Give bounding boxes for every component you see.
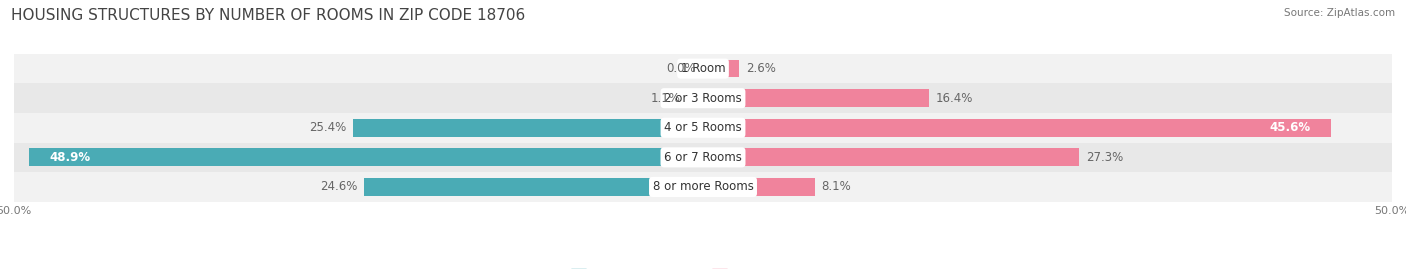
Bar — [30, 148, 703, 166]
Bar — [703, 89, 929, 107]
Text: 16.4%: 16.4% — [936, 92, 973, 105]
Text: 45.6%: 45.6% — [1270, 121, 1310, 134]
Legend: Owner-occupied, Renter-occupied: Owner-occupied, Renter-occupied — [565, 264, 841, 269]
Text: 25.4%: 25.4% — [309, 121, 346, 134]
Text: Source: ZipAtlas.com: Source: ZipAtlas.com — [1284, 8, 1395, 18]
Bar — [14, 113, 1392, 143]
Text: 0.0%: 0.0% — [666, 62, 696, 75]
Bar — [703, 60, 738, 77]
Bar — [364, 178, 703, 196]
Bar — [688, 89, 703, 107]
Bar — [14, 143, 1392, 172]
Bar — [14, 172, 1392, 202]
Text: 48.9%: 48.9% — [49, 151, 91, 164]
Bar — [14, 83, 1392, 113]
Text: 6 or 7 Rooms: 6 or 7 Rooms — [664, 151, 742, 164]
Text: 2 or 3 Rooms: 2 or 3 Rooms — [664, 92, 742, 105]
Text: 4 or 5 Rooms: 4 or 5 Rooms — [664, 121, 742, 134]
Text: 1.1%: 1.1% — [651, 92, 681, 105]
Text: 24.6%: 24.6% — [319, 180, 357, 193]
Text: 1 Room: 1 Room — [681, 62, 725, 75]
Bar — [353, 119, 703, 137]
Text: 2.6%: 2.6% — [745, 62, 776, 75]
Bar — [14, 54, 1392, 83]
Bar — [703, 178, 814, 196]
Bar — [703, 119, 1331, 137]
Text: 8 or more Rooms: 8 or more Rooms — [652, 180, 754, 193]
Text: 8.1%: 8.1% — [821, 180, 851, 193]
Text: 27.3%: 27.3% — [1085, 151, 1123, 164]
Bar — [703, 148, 1080, 166]
Text: HOUSING STRUCTURES BY NUMBER OF ROOMS IN ZIP CODE 18706: HOUSING STRUCTURES BY NUMBER OF ROOMS IN… — [11, 8, 526, 23]
